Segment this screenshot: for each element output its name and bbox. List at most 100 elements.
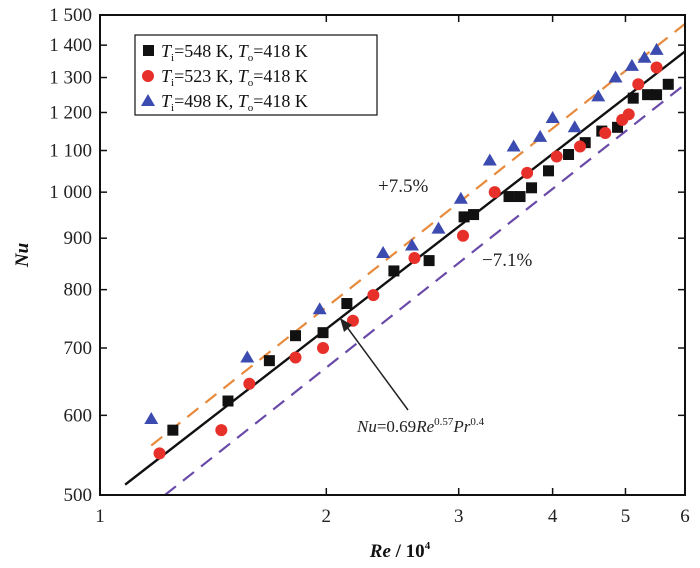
data-point-triangle xyxy=(404,238,419,251)
data-point-triangle xyxy=(482,153,497,166)
legend-entry-498: Ti=498 K, To=418 K xyxy=(161,91,308,114)
correlation-fit-line xyxy=(124,50,686,486)
data-point-circle xyxy=(367,289,380,302)
data-points xyxy=(144,42,674,460)
data-point-square xyxy=(642,89,654,101)
y-tick-label: 1 500 xyxy=(49,5,92,26)
x-tick-label: 2 xyxy=(322,506,332,527)
data-point-square xyxy=(579,137,591,149)
legend-box xyxy=(134,34,378,116)
legend-entry-548: Ti=548 K, To=418 K xyxy=(161,41,308,64)
fit-line-group xyxy=(124,50,686,486)
data-point-circle xyxy=(289,351,302,364)
data-point-circle xyxy=(346,314,359,327)
data-point-square xyxy=(514,191,526,203)
data-point-circle xyxy=(488,186,501,199)
y-tick-label: 900 xyxy=(64,228,93,249)
legend-marker-circle xyxy=(142,70,154,82)
y-tick-label: 1 400 xyxy=(49,35,92,56)
data-point-square xyxy=(458,211,470,223)
data-point-square xyxy=(317,327,329,339)
legend-marker-triangle xyxy=(141,94,155,106)
y-tick-label: 1 100 xyxy=(49,141,92,162)
data-point-triangle xyxy=(506,139,521,152)
data-point-triangle xyxy=(624,58,639,71)
axis-ticks xyxy=(99,14,686,496)
data-point-square xyxy=(290,330,302,342)
data-point-triangle xyxy=(567,120,582,133)
data-point-circle xyxy=(599,126,612,139)
y-tick-label: 1 000 xyxy=(49,182,92,203)
upper-band-label: +7.5% xyxy=(378,176,428,197)
data-point-square xyxy=(627,92,639,104)
data-point-triangle xyxy=(637,50,652,63)
y-tick-label: 1 200 xyxy=(49,102,92,123)
x-tick-labels: 1 2 3 4 5 6 xyxy=(95,506,690,527)
data-point-square xyxy=(222,395,234,407)
x-tick-label: 6 xyxy=(680,506,690,527)
data-point-square xyxy=(263,355,275,367)
data-point-circle xyxy=(550,150,563,163)
x-axis-title-re: Re xyxy=(369,541,392,562)
data-point-square xyxy=(423,255,435,267)
plot-area xyxy=(124,22,686,496)
y-tick-label: 1 300 xyxy=(49,68,92,89)
deviation-bands xyxy=(150,22,686,496)
data-point-square xyxy=(612,121,624,133)
y-axis-title: Nu xyxy=(12,243,33,268)
y-tick-label: 500 xyxy=(64,485,93,506)
data-point-square xyxy=(543,165,555,177)
x-axis-title-rest: / 10 xyxy=(391,541,425,562)
data-point-triangle xyxy=(649,42,664,55)
y-tick-label: 600 xyxy=(64,405,93,426)
data-point-circle xyxy=(574,140,587,153)
data-point-circle xyxy=(408,252,421,265)
data-point-circle xyxy=(243,377,256,390)
data-point-square xyxy=(526,182,538,194)
x-tick-label: 1 xyxy=(95,506,105,527)
y-tick-labels: 500 600 700 800 900 1 000 1 100 1 200 1 300 1 400… xyxy=(49,5,92,506)
data-point-triangle xyxy=(376,245,391,258)
lower-deviation-line xyxy=(164,83,686,496)
data-point-circle xyxy=(650,61,663,74)
data-point-triangle xyxy=(591,89,606,102)
legend-marker-square xyxy=(143,45,154,56)
data-point-square xyxy=(388,265,400,277)
data-point-square xyxy=(651,89,663,101)
data-point-triangle xyxy=(144,411,159,424)
lower-band-label: −7.1% xyxy=(482,250,532,271)
plot-frame xyxy=(99,14,686,496)
data-point-circle xyxy=(215,424,228,437)
data-point-square xyxy=(563,149,575,161)
correlation-arrow-head xyxy=(340,318,352,332)
correlation-arrow-line xyxy=(343,322,409,411)
data-point-circle xyxy=(521,166,534,179)
correlation-label: Nu=0.69Re0.57Pr0.4 xyxy=(356,416,485,436)
y-tick-label: 800 xyxy=(64,280,93,301)
data-point-circle xyxy=(153,447,166,460)
data-point-square xyxy=(468,209,480,221)
data-point-square xyxy=(662,78,674,90)
data-point-triangle xyxy=(312,302,327,315)
x-tick-label: 4 xyxy=(548,506,558,527)
data-point-circle xyxy=(457,229,470,242)
x-axis-title: Re / 104 xyxy=(369,540,431,562)
data-point-square xyxy=(341,298,353,310)
x-tick-label: 5 xyxy=(621,506,631,527)
data-point-circle xyxy=(622,108,635,121)
legend-entry-523: Ti=523 K, To=418 K xyxy=(161,66,308,89)
data-point-triangle xyxy=(545,110,560,123)
data-point-triangle xyxy=(453,191,468,204)
data-point-triangle xyxy=(431,221,446,234)
data-point-circle xyxy=(317,341,330,354)
data-point-circle xyxy=(632,78,645,91)
data-point-square xyxy=(503,191,515,203)
data-point-triangle xyxy=(533,129,548,142)
data-point-triangle xyxy=(240,350,255,363)
legend: Ti=548 K, To=418 K Ti=523 K, To=418 K Ti… xyxy=(134,34,378,116)
y-tick-label: 700 xyxy=(64,338,93,359)
data-point-square xyxy=(167,424,179,436)
x-axis-title-exp: 4 xyxy=(425,540,431,552)
data-point-triangle xyxy=(608,70,623,83)
